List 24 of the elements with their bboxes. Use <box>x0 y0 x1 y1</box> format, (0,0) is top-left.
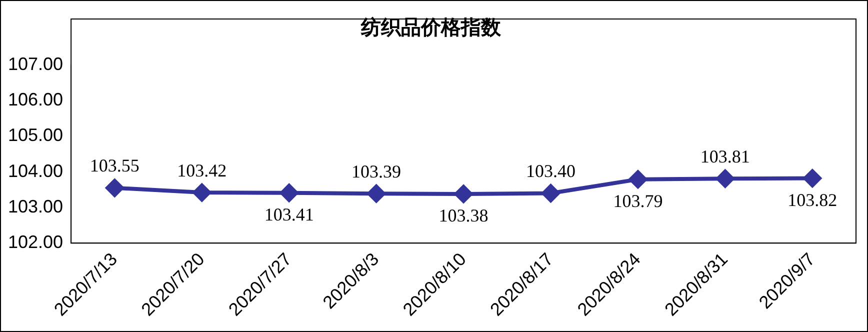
data-label: 103.41 <box>264 204 314 225</box>
data-label: 103.82 <box>788 190 838 210</box>
point <box>716 170 734 188</box>
data-label: 103.55 <box>90 156 140 176</box>
data-label: 103.40 <box>526 160 576 181</box>
data-label: 103.38 <box>438 206 488 226</box>
data-label: 103.39 <box>352 161 402 182</box>
y-tick-label: 107.00 <box>8 54 64 74</box>
point <box>106 178 124 197</box>
point <box>280 184 298 202</box>
y-tick-label: 104.00 <box>8 160 64 181</box>
data-label: 103.81 <box>700 146 750 166</box>
point <box>803 169 822 188</box>
point <box>367 184 386 203</box>
point <box>192 184 211 202</box>
point <box>628 170 647 188</box>
y-tick-label: 103.00 <box>8 196 64 216</box>
data-label: 103.42 <box>177 160 227 180</box>
y-tick-label: 106.00 <box>8 90 64 110</box>
y-tick-label: 105.00 <box>8 125 64 146</box>
data-label: 103.79 <box>613 191 663 212</box>
point <box>454 184 473 203</box>
y-tick-label: 102.00 <box>8 232 64 252</box>
point <box>542 184 560 202</box>
